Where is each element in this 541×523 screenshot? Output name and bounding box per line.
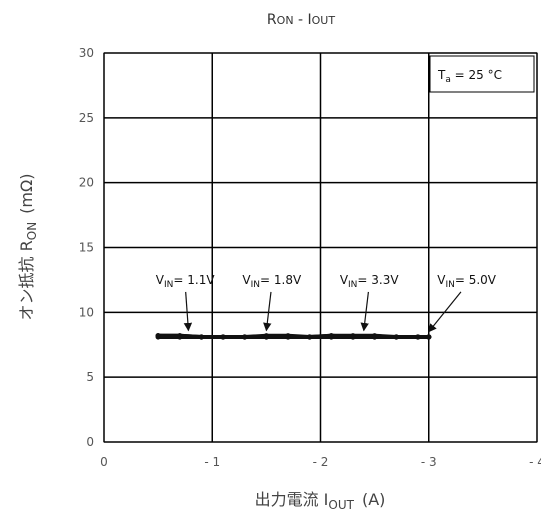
y-axis-label: オン抵抗 RON(mΩ) [17,174,39,321]
series-layer [155,333,432,340]
x-axis-ticks: 0 - 1 - 2 - 3 - 4 [100,455,541,469]
x-tick-label: 0 [100,455,108,469]
data-point [426,334,432,340]
legend-box [429,55,535,93]
data-point [155,333,161,339]
annotation-arrow-5.0V [428,291,462,333]
x-axis-label: 出力電流 IOUT (A) [255,490,386,512]
series-line-5.0V [156,333,431,339]
data-point [285,334,291,340]
y-axis-ticks: 0 5 10 15 20 25 30 [79,46,94,449]
data-point [242,334,248,340]
annotations: VIN= 1.1V VIN= 1.8V VIN= 3.3V VIN= 5.0V [156,273,497,333]
data-point [263,334,269,340]
series-label-5.0V: VIN= 5.0V [437,273,497,290]
data-point [307,334,313,340]
series-label-1.8V: VIN= 1.8V [242,273,302,290]
data-point [220,334,226,340]
y-tick-label: 20 [79,176,94,190]
y-tick-label: 25 [79,111,94,125]
x-tick-label: - 4 [529,455,541,469]
x-tick-label: - 2 [313,455,329,469]
grid [103,52,538,443]
data-point [393,334,399,340]
y-tick-label: 0 [86,435,94,449]
series-label-3.3V: VIN= 3.3V [340,273,400,290]
plot-frame [103,52,538,443]
annotation-arrow-3.3V [360,291,369,332]
x-tick-label: - 3 [421,455,437,469]
legend: Ta = 25 °C [429,55,535,93]
y-tick-label: 5 [86,370,94,384]
annotation-arrow-1.1V [183,291,193,332]
data-point [415,334,421,340]
data-point [372,334,378,340]
data-point [328,333,334,339]
x-tick-label: - 1 [204,455,220,469]
data-point [177,334,183,340]
data-point [350,334,356,340]
chart-title: RON - IOUT [267,12,335,28]
y-tick-label: 10 [79,305,94,319]
data-point [198,334,205,340]
series-label-1.1V: VIN= 1.1V [156,273,216,290]
annotation-arrow-1.8V [263,291,272,332]
y-tick-label: 30 [79,46,94,60]
legend-text: Ta = 25 °C [437,68,502,85]
y-tick-label: 15 [79,241,94,255]
